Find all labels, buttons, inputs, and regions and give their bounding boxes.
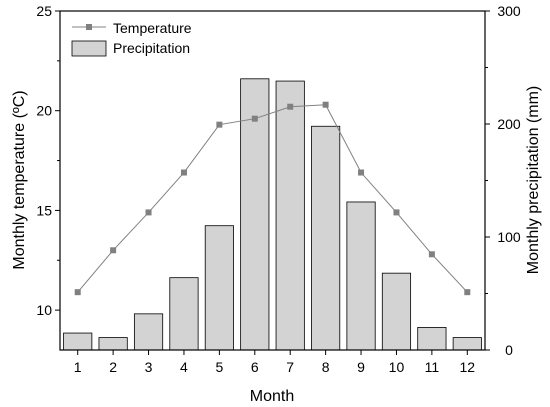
temperature-point xyxy=(464,289,471,296)
x-tick-label: 9 xyxy=(357,359,365,375)
right-tick-label: 0 xyxy=(505,342,513,358)
temperature-point xyxy=(322,101,329,108)
legend-temperature-marker xyxy=(86,24,92,30)
temperature-point xyxy=(145,209,152,216)
x-tick-label: 2 xyxy=(109,359,117,375)
right-tick-label: 300 xyxy=(497,3,521,19)
temperature-point xyxy=(428,251,435,258)
temperature-point xyxy=(74,289,81,296)
left-tick-label: 10 xyxy=(36,302,52,318)
precipitation-bar xyxy=(452,337,482,351)
x-tick-label: 7 xyxy=(286,359,294,375)
right-axis-ticks: 0 100 200 300 xyxy=(485,3,521,358)
right-tick-label: 100 xyxy=(497,229,521,245)
legend-temperature-label: Temperature xyxy=(113,20,192,36)
x-tick-label: 6 xyxy=(251,359,259,375)
precipitation-bar xyxy=(240,78,270,351)
temperature-point xyxy=(180,169,187,176)
temperature-point xyxy=(287,103,294,110)
right-tick-label: 200 xyxy=(497,116,521,132)
plot-frame xyxy=(59,10,486,351)
x-tick-label: 8 xyxy=(322,359,330,375)
precipitation-bars xyxy=(63,78,482,351)
x-tick-label: 5 xyxy=(215,359,223,375)
x-tick-label: 4 xyxy=(180,359,188,375)
x-tick-label: 1 xyxy=(74,359,82,375)
precipitation-bar xyxy=(381,272,412,351)
x-tick-label: 10 xyxy=(389,359,405,375)
left-tick-label: 20 xyxy=(36,103,52,119)
x-tick-label: 3 xyxy=(145,359,153,375)
x-tick-label: 12 xyxy=(460,359,476,375)
legend-precipitation-swatch xyxy=(71,40,107,57)
precipitation-bar xyxy=(275,80,305,351)
left-tick-label: 15 xyxy=(36,202,52,218)
left-tick-label: 25 xyxy=(36,3,52,19)
left-axis-title: Monthly temperature (ºC) xyxy=(11,90,28,269)
x-axis-ticks: 1 2 3 4 5 6 7 8 9 10 11 12 xyxy=(74,350,475,375)
precipitation-bar xyxy=(346,201,376,351)
temperature-point xyxy=(393,209,400,216)
precipitation-bar xyxy=(169,277,199,351)
precipitation-bar xyxy=(417,326,447,351)
temperature-point xyxy=(216,121,223,128)
right-axis-title: Monthly precipitation (mm) xyxy=(525,86,542,275)
temperature-point xyxy=(110,247,117,254)
precipitation-bar xyxy=(63,332,93,351)
precipitation-bar xyxy=(311,125,341,351)
temperature-point xyxy=(358,169,365,176)
legend: Temperature Precipitation xyxy=(71,20,192,57)
temperature-line xyxy=(77,104,468,293)
x-tick-label: 11 xyxy=(425,359,440,375)
temperature-markers xyxy=(74,101,471,296)
left-axis-ticks: 10 15 20 25 xyxy=(36,3,60,318)
precipitation-bar xyxy=(133,313,164,351)
precipitation-bar xyxy=(98,337,128,351)
x-axis-title: Month xyxy=(250,388,294,405)
temperature-point xyxy=(251,115,258,122)
legend-precipitation-label: Precipitation xyxy=(113,40,190,56)
precipitation-bar xyxy=(204,225,234,351)
